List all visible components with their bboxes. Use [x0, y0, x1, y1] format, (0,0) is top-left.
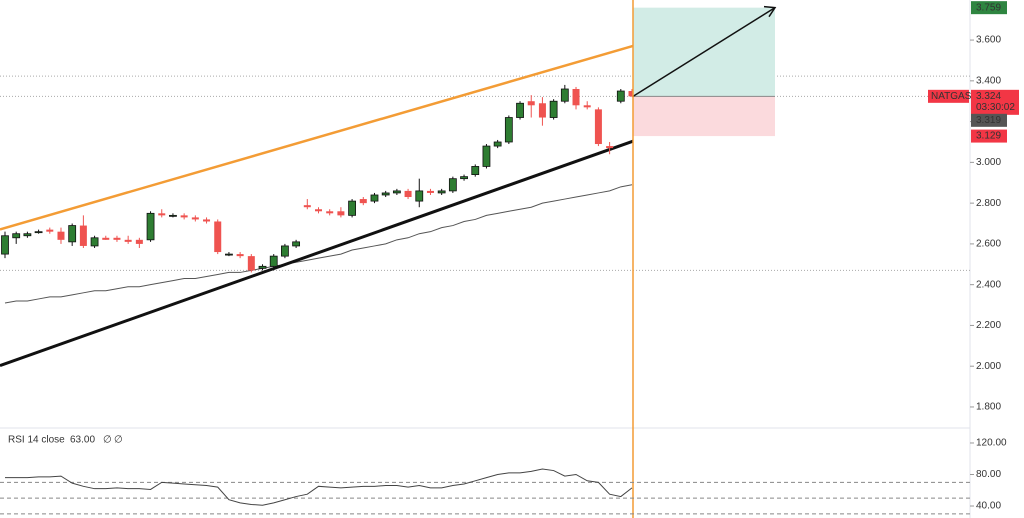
price-tag — [971, 1, 1007, 15]
y-tick-label: 120.00 — [976, 438, 1007, 449]
y-tick-label: 3.000 — [976, 157, 1001, 168]
symbol-tag — [928, 89, 969, 103]
y-tick-label: 2.400 — [976, 279, 1001, 290]
candle-body — [247, 256, 255, 271]
candle-body — [236, 254, 244, 257]
arrow — [632, 7, 776, 97]
y-tick-label: 1.800 — [976, 402, 1001, 413]
candle-body — [68, 225, 77, 243]
y-tick-label: 2.800 — [976, 198, 1001, 209]
candle-body — [315, 209, 322, 212]
candle-body — [504, 117, 513, 143]
candle-body — [572, 88, 580, 106]
candle-body — [269, 255, 278, 267]
candle-body — [12, 233, 21, 239]
countdown: 03:30:02 — [976, 102, 1015, 113]
indicator-value: ∅ — [114, 435, 123, 446]
candle-body — [493, 141, 502, 147]
candle-body — [34, 231, 43, 234]
indicator-line — [5, 468, 633, 506]
moving-average — [4, 184, 633, 304]
candle-body — [258, 265, 267, 269]
y-tick-label: 80.00 — [976, 469, 1001, 480]
candle-body — [527, 101, 535, 106]
candle-body — [381, 192, 390, 196]
loss-zone — [633, 96, 775, 137]
candle-body — [1, 235, 9, 255]
candle-body — [628, 91, 636, 97]
arrow-head — [763, 5, 777, 18]
candle-body — [303, 205, 311, 208]
candle-body — [560, 88, 569, 102]
candle-body — [415, 190, 424, 202]
candle-body — [482, 145, 491, 167]
candle-body — [191, 217, 199, 220]
candle-body — [370, 194, 379, 202]
price-tag-label: 3.319 — [976, 115, 1001, 126]
price-tag-label: 3.759 — [976, 2, 1001, 13]
candle-body — [180, 215, 188, 218]
candle-body — [549, 100, 558, 118]
candle-body — [404, 190, 412, 198]
candle-body — [102, 237, 110, 240]
candle-body — [23, 233, 32, 237]
candle-body — [606, 146, 614, 149]
price-pane: 3.6003.4003.2003.0002.8002.6002.4002.200… — [0, 1, 1019, 413]
candle-body — [538, 103, 546, 118]
candle-body — [337, 211, 345, 216]
candle-body — [90, 237, 99, 247]
candle-body — [113, 237, 121, 240]
candle-body — [124, 239, 132, 242]
trendline — [0, 44, 634, 231]
candle-body — [359, 199, 367, 204]
candle-body — [135, 239, 143, 244]
candle-body — [292, 241, 301, 247]
candle-body — [583, 105, 591, 108]
candle-body — [203, 219, 211, 222]
y-tick-label: 40.00 — [976, 501, 1001, 512]
trendline — [0, 139, 634, 367]
candle-body — [616, 90, 625, 102]
candle-body — [348, 200, 356, 216]
symbol-label: NATGAS — [931, 91, 972, 102]
candle-body — [437, 190, 446, 194]
candle-body — [326, 211, 334, 214]
candle-body — [516, 102, 524, 118]
candle-body — [460, 176, 468, 180]
indicator-value: ∅ — [103, 435, 112, 446]
candle-body — [146, 212, 155, 241]
candle-body — [281, 245, 289, 257]
y-tick-label: 2.200 — [976, 320, 1001, 331]
y-tick-label: 2.000 — [976, 361, 1001, 372]
candle-body — [594, 109, 602, 145]
candle-body — [426, 190, 434, 193]
candle-body — [471, 166, 480, 175]
candle-body — [158, 213, 166, 216]
last-price: 3.324 — [976, 91, 1001, 102]
y-tick-label: 3.600 — [976, 35, 1001, 46]
candle-body — [79, 225, 87, 246]
candle-body — [57, 231, 65, 240]
candle-body — [169, 214, 177, 217]
candle-body — [46, 229, 54, 232]
indicator-title: RSI 14 close — [8, 435, 65, 446]
candle-body — [225, 253, 233, 256]
candle-body — [448, 178, 457, 192]
candle-body — [214, 221, 222, 253]
price-tag — [971, 113, 1007, 127]
indicator-value: 63.00 — [70, 435, 95, 446]
price-tag-label: 3.129 — [976, 131, 1001, 142]
price-tag — [971, 129, 1007, 143]
y-tick-label: 3.400 — [976, 75, 1001, 86]
y-tick-label: 2.600 — [976, 239, 1001, 250]
candle-body — [392, 190, 401, 194]
price-tag — [971, 89, 1019, 115]
